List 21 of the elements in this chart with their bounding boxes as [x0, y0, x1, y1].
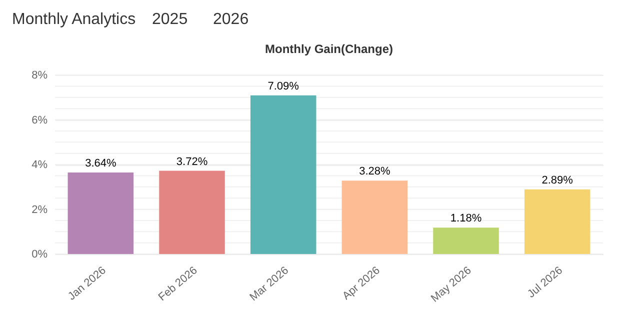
text: Monthly Analytics — [12, 11, 136, 28]
bar — [159, 170, 225, 254]
data-label: 1.18% — [450, 212, 482, 225]
bar — [250, 95, 316, 254]
y-tick-label: 4% — [32, 159, 48, 171]
bar — [433, 228, 499, 254]
bar — [524, 189, 590, 254]
text: 2026 — [213, 11, 249, 28]
bar — [68, 172, 134, 254]
data-label: 7.09% — [268, 80, 300, 92]
y-tick-label: 2% — [32, 204, 48, 216]
data-label: 3.28% — [359, 166, 390, 178]
data-label: 3.72% — [176, 156, 208, 168]
chart-title: Monthly Gain(Change) — [265, 42, 393, 56]
y-tick-label: 8% — [32, 70, 48, 82]
y-tick-label: 0% — [32, 248, 48, 260]
bar — [342, 180, 408, 254]
data-label: 2.89% — [542, 174, 574, 186]
y-tick-label: 6% — [32, 114, 48, 126]
data-label: 3.64% — [85, 158, 116, 170]
text: 2025 — [152, 11, 188, 28]
